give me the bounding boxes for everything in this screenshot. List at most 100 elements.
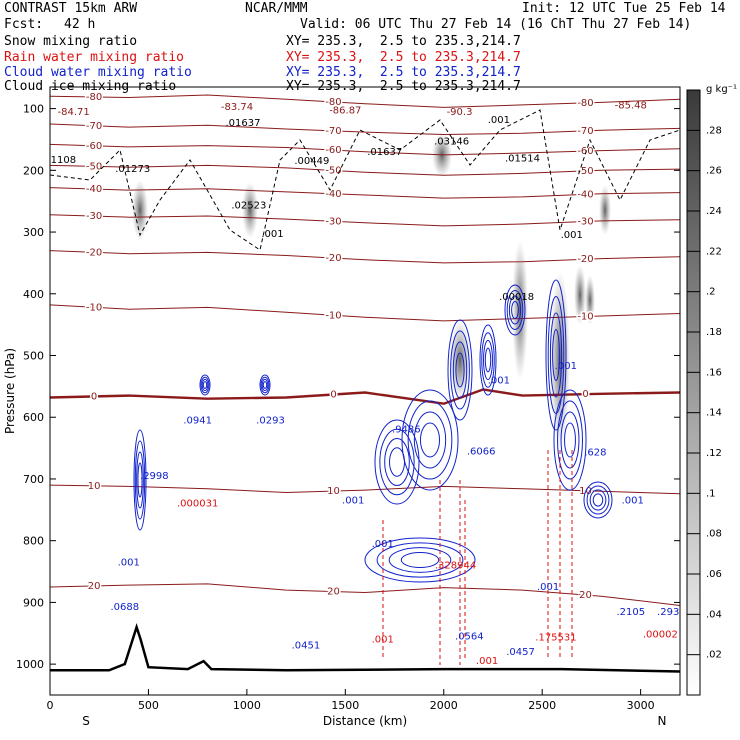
colorbar-tick-label: .06: [706, 569, 722, 580]
cloud-water-contour: [261, 378, 269, 392]
cloud-water-maximum-label: .628: [584, 448, 606, 459]
temperature-contour: [50, 214, 680, 227]
colorbar-tick-label: .16: [706, 367, 722, 378]
cloud-water-contour: [506, 290, 524, 330]
cloud-water-maximum-label: .0451: [292, 641, 321, 652]
contour-label: -50: [577, 166, 593, 177]
cloud-water-contour: [564, 422, 576, 458]
field-label-cloudwater: Cloud water mixing ratio: [4, 65, 192, 80]
cloud-water-contour: [136, 451, 144, 509]
contour-label: -70: [325, 126, 341, 137]
x-tick-label: 500: [138, 699, 159, 712]
model-title: CONTRAST 15km ARW: [4, 1, 138, 16]
x-axis-label: Distance (km): [323, 714, 407, 728]
cloud-water-contour: [545, 279, 567, 431]
contour-label: -40: [86, 184, 102, 195]
valid-label: Valid: 06 UTC Thu 27 Feb 14 (16 ChT Thu …: [300, 17, 692, 32]
field-label-snow: Snow mixing ratio: [4, 34, 138, 49]
contour-label: -70: [577, 126, 593, 137]
x-tick-label: 2000: [430, 699, 458, 712]
plot-area: -80 -80 -80 -70 -70 -70 -60 -60 -60 -50 -50 -50 -40 -…: [47, 90, 680, 673]
cloud-water-contour: [201, 378, 209, 392]
cloud-ice-maximum-label: .00449: [294, 156, 329, 167]
cloud-water-contour: [452, 341, 468, 399]
rain-maximum-label: .175531: [535, 633, 576, 644]
cloud-water-contour: [379, 428, 415, 496]
colorbar-tick-label: .02: [706, 650, 722, 661]
temperature-contour: [50, 94, 680, 108]
x-tick-label: 1500: [331, 699, 359, 712]
y-tick-label: 700: [23, 473, 44, 486]
x-tick-label: 2500: [528, 699, 556, 712]
snow-maximum-label: -83.74: [221, 102, 253, 113]
contour-label: 0: [582, 389, 588, 400]
contour-label: -70: [86, 121, 102, 132]
cloud-water-maximum-label: .001: [537, 582, 559, 593]
cloud-water-contour: [260, 376, 270, 394]
cloud-water-contour: [484, 347, 492, 373]
contour-label: -20: [325, 253, 341, 264]
x-end-label-right: N: [658, 714, 667, 728]
colorbar-tick-label: .22: [706, 246, 722, 257]
cloud-ice-maximum-label: .001: [561, 230, 583, 241]
cloud-water-contour: [481, 332, 495, 388]
contour-label: -20: [86, 247, 102, 258]
contour-label: 10: [327, 486, 340, 497]
contour-label: -20: [577, 254, 593, 265]
cloud-water-maximum-label: .293: [657, 607, 679, 618]
field-xy-snow: XY= 235.3, 2.5 to 235.3,214.7: [286, 34, 521, 49]
contour-label: 0: [330, 390, 336, 401]
cloud-water-contour: [508, 295, 522, 325]
temperature-contour: [50, 123, 680, 136]
cloud-water-contour: [364, 537, 476, 583]
cloud-water-contour: [447, 319, 473, 421]
cloud-water-contour: [400, 552, 440, 568]
colorbar-tick-label: .18: [706, 327, 722, 338]
contour-label: -60: [325, 145, 341, 156]
cloud-water-contour: [376, 542, 464, 578]
cloud-ice-maximum-label: .03146: [434, 136, 469, 147]
contour-label: -50: [325, 165, 341, 176]
cloud-water-contour: [589, 489, 607, 511]
colorbar-tick-label: .04: [706, 609, 722, 620]
cloud-water-contour: [374, 419, 420, 505]
snow-maximum-label: -85.48: [615, 101, 647, 112]
field-xy-rain: XY= 235.3, 2.5 to 235.3,214.7: [286, 50, 521, 65]
temperature-contour: [50, 250, 680, 264]
cloud-water-maximum-label: .0688: [110, 602, 139, 613]
cloud-water-maximum-label: .0941: [183, 415, 212, 426]
snow-maximum-label: -86.87: [329, 106, 361, 117]
cloud-ice-maximum-label: .01273: [115, 164, 150, 175]
cloud-water-contour: [262, 381, 268, 389]
y-tick-label: 900: [23, 596, 44, 609]
contour-label: -80: [577, 98, 593, 109]
ice-shading-plume: [450, 320, 470, 400]
rain-maximum-label: .001: [476, 656, 498, 667]
cloud-water-maximum-label: .0293: [256, 415, 285, 426]
cloud-water-contour: [560, 411, 580, 469]
cloud-water-contour: [407, 400, 453, 480]
colorbar-tick-label: .1: [706, 488, 716, 499]
cloud-water-maximum-label: .0564: [455, 631, 484, 642]
y-tick-label: 800: [23, 535, 44, 548]
cloud-water-contour: [557, 400, 583, 480]
fcst-value: 42 h: [64, 17, 96, 32]
contour-label: -10: [325, 310, 341, 321]
rain-maximum-label: .001: [372, 635, 394, 646]
cloud-ice-maximum-label: .01514: [505, 154, 540, 165]
colorbar-tick-label: .14: [706, 408, 722, 419]
colorbar-gradient: [686, 89, 701, 696]
cloud-ice-maximum-label: .1108: [47, 155, 76, 166]
contour-label: -60: [577, 146, 593, 157]
cloud-water-contour: [549, 312, 563, 398]
cloud-water-contour: [388, 547, 452, 573]
colorbar-tick-label: .26: [706, 166, 722, 177]
cloud-water-contour: [504, 284, 526, 336]
cloud-water-contour: [483, 339, 493, 381]
cloud-water-contour: [137, 462, 143, 498]
temperature-contour: [50, 484, 680, 495]
x-end-label-left: S: [82, 714, 90, 728]
cloud-water-contour: [455, 352, 465, 388]
cloud-water-maximum-label: .001: [118, 557, 140, 568]
cloud-water-maximum-label: .001: [555, 361, 577, 372]
